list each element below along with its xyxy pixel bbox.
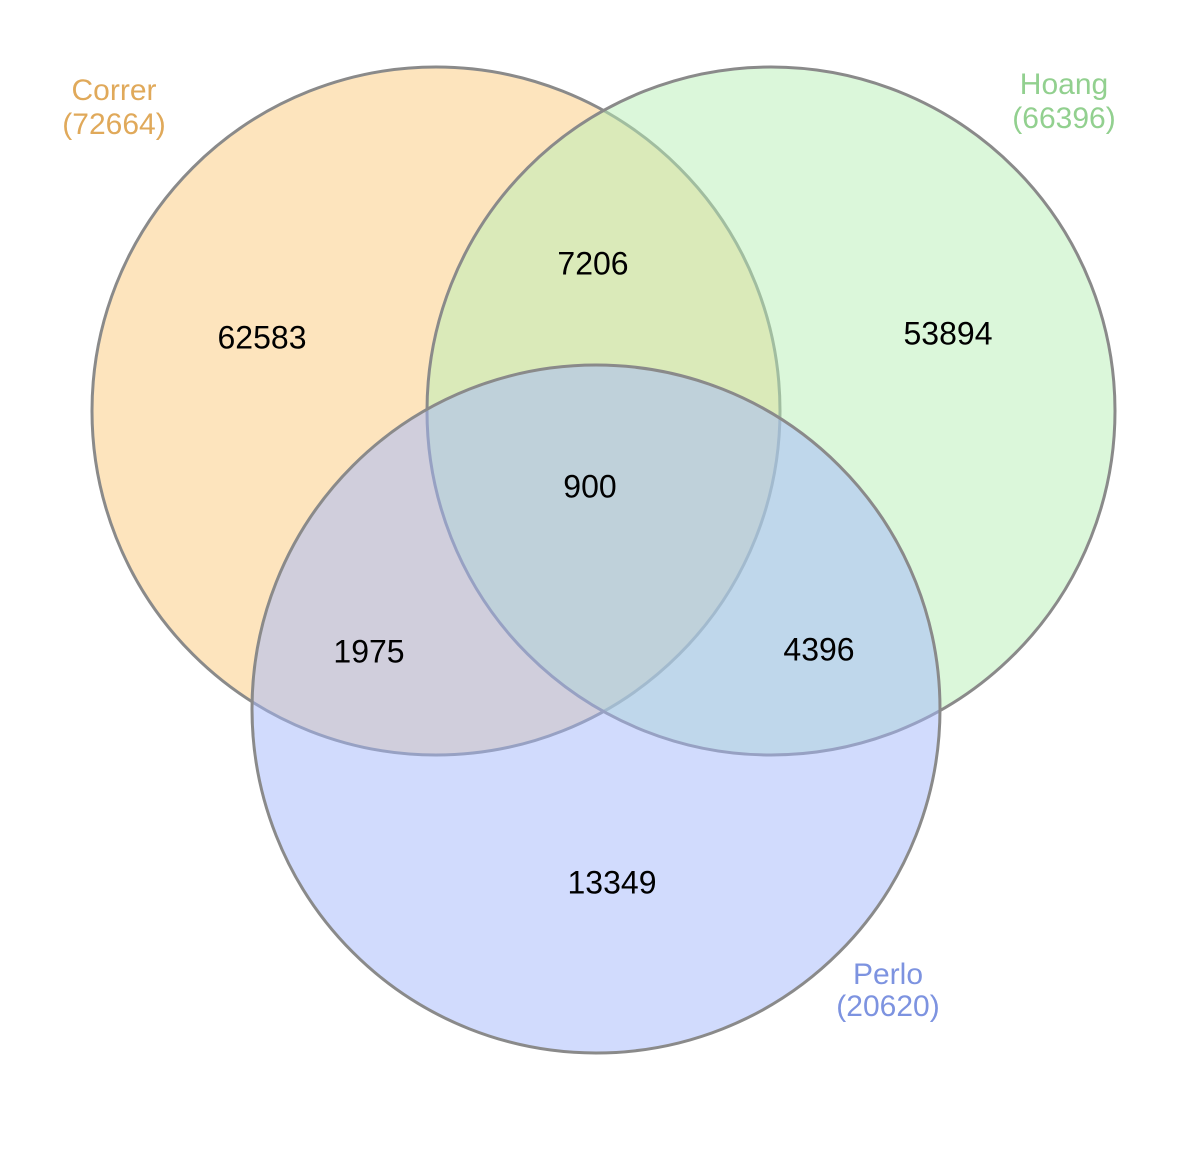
label-perlo-size: (20620) bbox=[836, 990, 939, 1023]
label-hoang-size: (66396) bbox=[1012, 102, 1115, 135]
label-correr-name: Correr bbox=[71, 74, 156, 107]
circle-perlo bbox=[250, 363, 942, 1055]
count-perlo-only: 13349 bbox=[568, 864, 657, 900]
count-correr-only: 62583 bbox=[218, 319, 307, 355]
label-perlo-name: Perlo bbox=[853, 958, 923, 991]
count-hoang-only: 53894 bbox=[904, 315, 993, 351]
count-correr-perlo: 1975 bbox=[333, 633, 404, 669]
label-hoang-name: Hoang bbox=[1020, 68, 1108, 101]
count-hoang-perlo: 4396 bbox=[783, 631, 854, 667]
label-correr-size: (72664) bbox=[62, 108, 165, 141]
count-correr-hoang: 7206 bbox=[557, 245, 628, 281]
count-all-three: 900 bbox=[563, 468, 616, 504]
